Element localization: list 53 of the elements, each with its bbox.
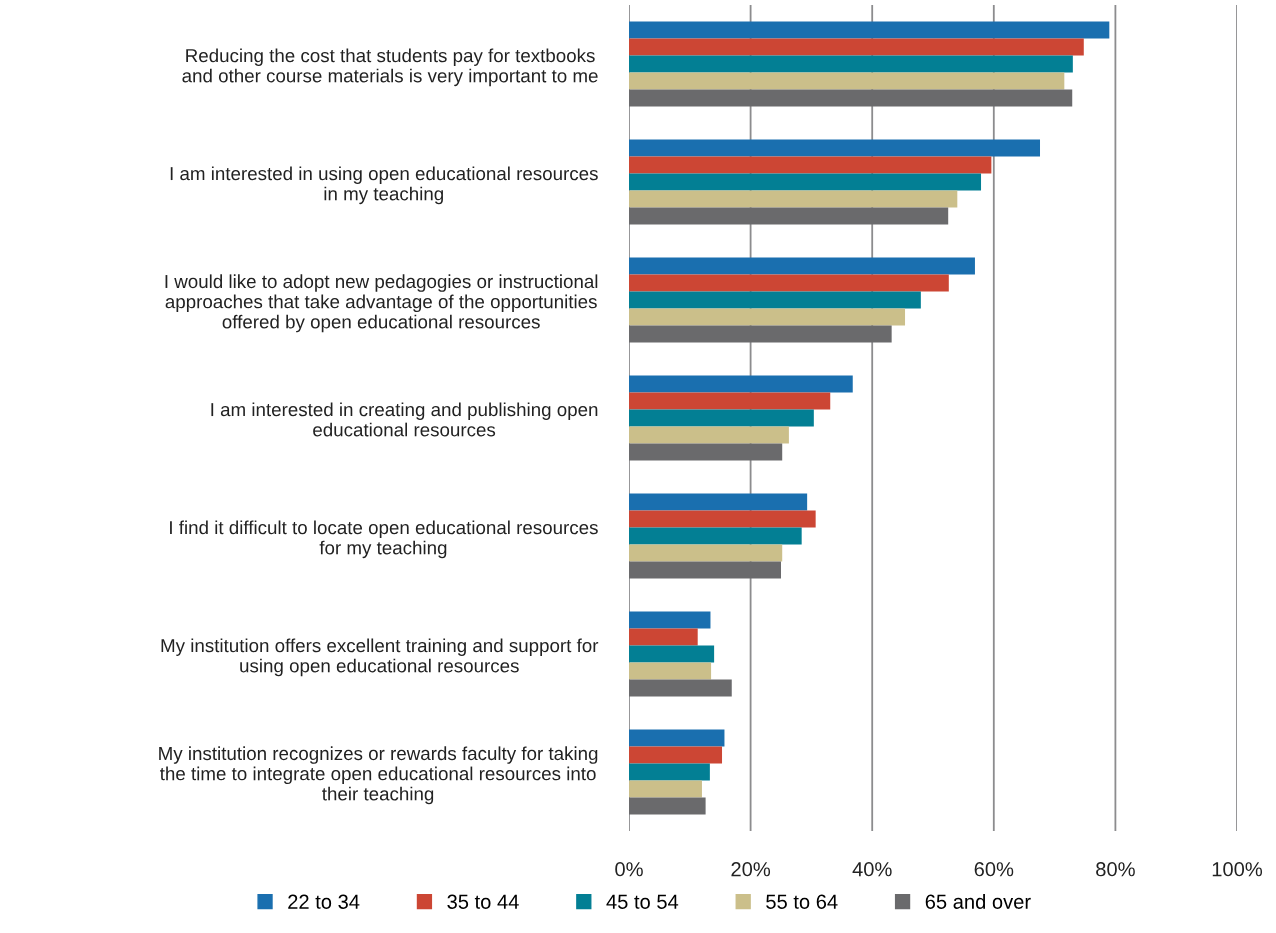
legend-label: 65 and over [925, 894, 1031, 909]
x-tick-label: 0% [615, 862, 643, 877]
bar [629, 190, 958, 208]
bar [629, 139, 1041, 157]
bar [629, 21, 1110, 39]
bar [629, 308, 906, 326]
bar [629, 797, 706, 815]
bar [629, 544, 783, 562]
y-tick-label: My institution recognizes or rewards faculty for taking the time to integrate open educational resources into their teaching [159, 746, 598, 805]
bar [629, 780, 702, 798]
y-tick-label: I find it difficult to locate open educational resources for my teaching [170, 520, 598, 559]
bar [629, 156, 992, 174]
bar [629, 746, 723, 764]
legend-label: 35 to 44 [447, 894, 519, 909]
bar [629, 662, 712, 680]
bar [629, 89, 1073, 107]
bar [629, 55, 1073, 73]
bar [629, 763, 710, 781]
y-tick-label: I would like to adopt new pedagogies or instructional approaches that take advantage of the opportunities offered by open educational resources [165, 274, 598, 333]
legend-label: 45 to 54 [606, 894, 679, 909]
bar [629, 173, 982, 191]
x-tick-label: 20% [731, 862, 771, 877]
y-tick-label: Reducing the cost that students pay for textbooks and other course materials is very important to me [182, 48, 598, 87]
bar [629, 443, 783, 461]
bar [629, 72, 1065, 90]
bar [629, 510, 816, 528]
bar [629, 274, 949, 292]
bar [629, 729, 725, 747]
bar [629, 207, 949, 225]
bar [629, 628, 698, 646]
bar [629, 409, 814, 427]
bar [629, 325, 892, 343]
bar [629, 392, 831, 410]
x-tick-label: 40% [852, 862, 892, 877]
x-tick-label: 100% [1212, 862, 1263, 877]
y-tick-label: I am interested in creating and publishing open educational resources [211, 402, 598, 437]
x-tick-label: 60% [974, 862, 1014, 877]
bar [629, 611, 711, 629]
y-tick-label: I am interested in using open educational resources in my teaching [170, 166, 598, 205]
bar [629, 527, 802, 545]
bar [629, 375, 853, 393]
legend-label: 55 to 64 [766, 894, 838, 909]
bar [629, 679, 732, 697]
y-tick-label: My institution offers excellent training and support for using open educational resources [161, 638, 599, 677]
bar [629, 257, 975, 275]
legend-label: 22 to 34 [288, 894, 360, 909]
bar [629, 291, 921, 309]
bar [629, 38, 1084, 56]
bar [629, 645, 715, 663]
bar [629, 493, 808, 511]
bar [629, 561, 781, 579]
bar [629, 426, 789, 444]
x-tick-label: 80% [1096, 862, 1135, 877]
